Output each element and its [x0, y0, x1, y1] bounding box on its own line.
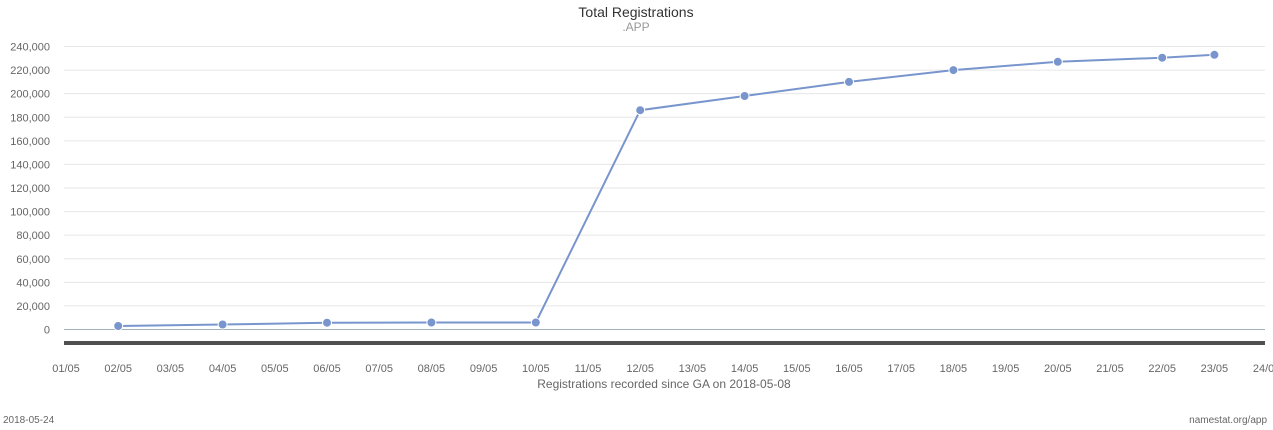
data-point[interactable]	[426, 317, 437, 328]
x-tick-label: 05/05	[261, 363, 289, 375]
y-tick-label: 120,000	[10, 183, 50, 195]
y-tick-label: 180,000	[10, 112, 50, 124]
x-tick-label: 06/05	[313, 363, 341, 375]
x-tick-label: 03/05	[157, 363, 185, 375]
range-selector-bar	[64, 341, 1265, 345]
x-tick-label: 21/05	[1096, 363, 1124, 375]
data-point[interactable]	[322, 317, 332, 328]
x-tick-label: 09/05	[470, 363, 498, 375]
y-tick-label: 100,000	[10, 207, 50, 219]
x-tick-label: 14/05	[731, 363, 759, 375]
y-tick-label: 40,000	[16, 277, 50, 289]
data-point[interactable]	[1157, 52, 1168, 63]
y-tick-label: 60,000	[16, 254, 50, 266]
y-tick-label: 140,000	[10, 159, 50, 171]
y-tick-label: 240,000	[10, 42, 50, 54]
x-axis-label: Registrations recorded since GA on 2018-…	[537, 377, 791, 391]
data-point[interactable]	[948, 65, 959, 76]
y-tick-label: 160,000	[10, 136, 50, 148]
data-point[interactable]	[217, 319, 228, 330]
y-tick-label: 220,000	[10, 65, 50, 77]
x-tick-label: 11/05	[575, 363, 602, 375]
x-tick-label: 15/05	[783, 363, 811, 375]
data-point[interactable]	[1052, 56, 1063, 67]
x-tick-label: 10/05	[522, 363, 550, 375]
x-tick-label: 08/05	[418, 363, 446, 375]
x-tick-label: 17/05	[887, 363, 915, 375]
x-tick-label: 16/05	[835, 363, 863, 375]
data-point[interactable]	[113, 321, 124, 331]
x-tick-label: 19/05	[992, 363, 1020, 375]
y-axis-ticks: 0 20,000 40,000 60,000 80,000 100,000 120,000 1…	[10, 42, 50, 337]
x-tick-label: 18/05	[940, 363, 968, 375]
chart-subtitle: .APP	[622, 20, 649, 34]
y-tick-label: 0	[44, 325, 50, 337]
y-tick-label: 80,000	[16, 230, 50, 242]
x-tick-label: 20/05	[1044, 363, 1072, 375]
x-axis-ticks: 01/05 02/05 03/05 04/05 05/05 06/05 07/05 08/05…	[52, 363, 1273, 375]
x-tick-label: 24/05	[1253, 363, 1273, 375]
x-tick-label: 01/05	[52, 363, 80, 375]
data-point[interactable]	[739, 91, 750, 101]
x-tick-label: 02/05	[104, 363, 132, 375]
y-tick-label: 20,000	[16, 301, 50, 313]
gridlines	[64, 46, 1265, 307]
x-tick-label: 07/05	[365, 363, 393, 375]
x-tick-label: 23/05	[1201, 363, 1229, 375]
data-point[interactable]	[530, 317, 541, 328]
series-path	[118, 53, 1215, 327]
y-tick-label: 200,000	[10, 89, 50, 101]
chart-title: Total Registrations	[578, 4, 693, 20]
x-tick-label: 13/05	[679, 363, 707, 375]
x-tick-label: 04/05	[209, 363, 237, 375]
data-point[interactable]	[1209, 49, 1220, 60]
footer-source: namestat.org/app	[1189, 415, 1267, 426]
series-line	[113, 49, 1220, 331]
x-tick-label: 12/05	[626, 363, 654, 375]
footer-date: 2018-05-24	[3, 415, 55, 426]
x-tick-label: 22/05	[1148, 363, 1176, 375]
data-point[interactable]	[844, 76, 854, 87]
data-point[interactable]	[635, 105, 646, 116]
